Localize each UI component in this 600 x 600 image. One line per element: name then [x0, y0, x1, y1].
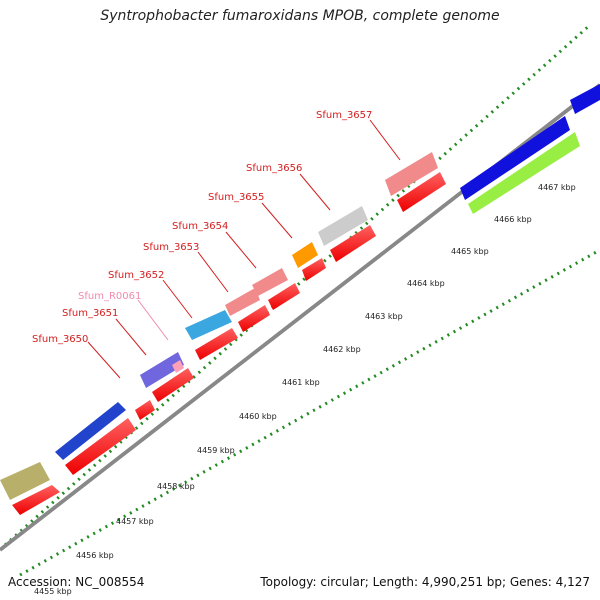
gene-block[interactable] — [468, 132, 580, 214]
gene-block[interactable] — [252, 268, 288, 296]
gene-block[interactable] — [330, 225, 376, 262]
gene-block[interactable] — [292, 242, 318, 268]
genome-summary: Topology: circular; Length: 4,990,251 bp… — [260, 575, 590, 589]
scale-tick-label: 4459 kbp — [197, 446, 235, 455]
gc-content-track — [19, 248, 600, 577]
gene-block[interactable] — [318, 206, 368, 246]
gene-label: Sfum_3651 — [62, 308, 118, 319]
scale-tick-label: 4460 kbp — [239, 412, 277, 421]
gene-block[interactable] — [152, 368, 194, 402]
gene-block[interactable] — [238, 305, 270, 332]
label-connectors — [87, 119, 401, 379]
scale-tick-label: 4456 kbp — [76, 551, 114, 560]
gc-skew-track — [4, 23, 591, 547]
gene-block[interactable] — [385, 152, 438, 196]
gene-block[interactable] — [397, 172, 446, 212]
gene-block[interactable] — [12, 485, 60, 515]
gene-label: Sfum_3657 — [316, 110, 372, 121]
scale-tick-label: 4462 kbp — [323, 345, 361, 354]
gene-label-rna: Sfum_R0061 — [78, 291, 141, 302]
gene-block[interactable] — [302, 258, 326, 281]
scale-tick-label: 4467 kbp — [538, 183, 576, 192]
scale-tick-label: 4457 kbp — [116, 517, 154, 526]
gene-block[interactable] — [185, 310, 232, 340]
gene-block[interactable] — [135, 400, 155, 420]
scale-tick-label: 4458 kbp — [157, 482, 195, 491]
scale-tick-label: 4466 kbp — [494, 215, 532, 224]
map-title: Syntrophobacter fumaroxidans MPOB, compl… — [100, 8, 500, 24]
gene-label: Sfum_3653 — [143, 242, 199, 253]
gene-block[interactable] — [172, 360, 184, 373]
scale-tick-label: 4464 kbp — [407, 279, 445, 288]
scale-tick-label: 4465 kbp — [451, 247, 489, 256]
gene-block[interactable] — [195, 328, 238, 360]
gene-block[interactable] — [65, 418, 136, 475]
scale-tick-label: 4463 kbp — [365, 312, 403, 321]
accession-label: Accession: NC_008554 — [8, 575, 145, 589]
gene-block[interactable] — [55, 402, 126, 460]
gene-block[interactable] — [570, 84, 600, 114]
gene-block[interactable] — [268, 283, 300, 310]
gene-block[interactable] — [460, 116, 570, 200]
gene-label: Sfum_3650 — [32, 334, 88, 345]
gene-block[interactable] — [0, 462, 50, 500]
gene-label: Sfum_3652 — [108, 270, 164, 281]
gene-label: Sfum_3656 — [246, 163, 302, 174]
gene-label: Sfum_3654 — [172, 221, 228, 232]
gene-label: Sfum_3655 — [208, 192, 264, 203]
scale-tick-label: 4455 kbp — [34, 587, 72, 596]
gene-block[interactable] — [140, 352, 184, 388]
scale-tick-label: 4461 kbp — [282, 378, 320, 387]
gene-blocks — [0, 84, 600, 515]
gene-block[interactable] — [225, 288, 260, 316]
